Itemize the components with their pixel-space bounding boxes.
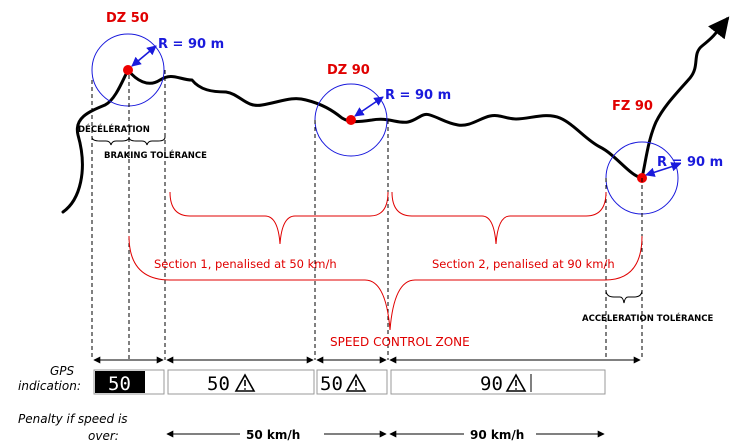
fz90-radius-label: R = 90 m: [657, 155, 723, 170]
gps-label-line1: GPS: [50, 364, 75, 378]
dz50-radius-arrow: [131, 45, 157, 67]
warning-triangle-icon: [345, 373, 367, 392]
warning-triangle-icon: [234, 373, 256, 392]
route-end-arrow: [708, 16, 730, 40]
braking-tolerance-brace: [128, 136, 166, 146]
gps-display-1: 50: [93, 369, 165, 395]
dz90-radius-label: R = 90 m: [385, 88, 451, 103]
speed-control-zone-label: SPEED CONTROL ZONE: [330, 335, 470, 349]
gps-display-2: 50: [167, 369, 315, 395]
dz50-label: DZ 50: [106, 11, 149, 26]
penalty-label-line2: over:: [88, 429, 119, 443]
dz50-radius-circle: [91, 33, 165, 107]
section2-label: Section 2, penalised at 90 km/h: [432, 257, 615, 271]
acceleration-tolerance-brace: [605, 289, 643, 304]
dz90-label: DZ 90: [327, 63, 370, 78]
gps-display-3: 50: [316, 369, 388, 395]
gps-display-4: 90: [390, 369, 606, 395]
gps-display-2-value: 50: [207, 373, 230, 395]
penalty-speed-50: 50 km/h: [246, 428, 300, 442]
dz90-radius-arrow: [354, 96, 384, 117]
dz90-center-dot: [346, 115, 356, 125]
section1-brace: [169, 191, 389, 245]
acceleration-tolerance-label: ACCELERATION TOLÉRANCE: [582, 312, 714, 324]
penalty-label-line1: Penalty if speed is: [18, 412, 128, 426]
braking-tolerance-label: BRAKING TOLÉRANCE: [104, 149, 207, 161]
gps-display-3-value: 50: [320, 373, 343, 395]
warning-triangle-icon: [505, 373, 527, 392]
dz50-center-dot: [123, 65, 133, 75]
section2-brace: [391, 191, 607, 245]
gps-label-line2: indication:: [18, 379, 81, 393]
gps-display-4-value: 90: [480, 373, 503, 395]
fz90-label: FZ 90: [612, 99, 653, 114]
route-line: [61, 22, 724, 214]
section1-label: Section 1, penalised at 50 km/h: [154, 257, 337, 271]
deceleration-label: DÉCÉLÉRATION: [78, 123, 150, 135]
gps-display-1-value: 50: [108, 373, 131, 395]
dz50-radius-label: R = 90 m: [158, 37, 224, 52]
fz90-radius-arrow: [645, 162, 681, 177]
deceleration-brace: [91, 136, 130, 146]
penalty-speed-90: 90 km/h: [470, 428, 524, 442]
speed-control-zone-brace: [128, 235, 643, 331]
